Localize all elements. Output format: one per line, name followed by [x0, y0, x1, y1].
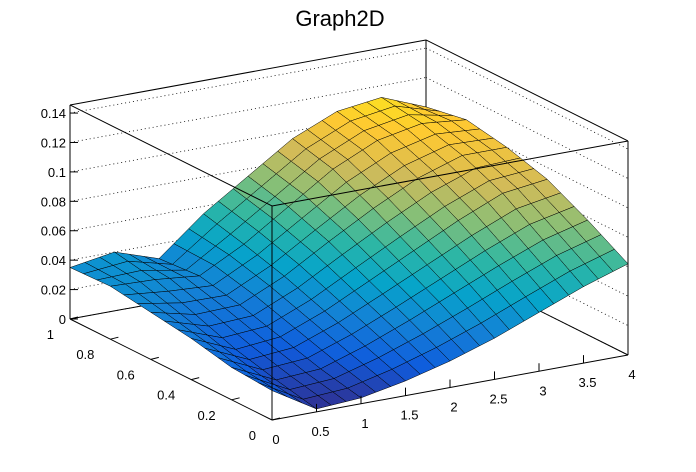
z-gridline — [69, 47, 427, 114]
x-tick-label: 1 — [361, 416, 368, 431]
y-tick — [191, 377, 200, 381]
box-edge — [425, 39, 629, 142]
y-tick — [150, 356, 159, 360]
y-tick-label: 0.6 — [117, 367, 135, 382]
x-tick-label: 3.5 — [578, 375, 596, 390]
z-tick-label: 0.12 — [41, 135, 66, 150]
z-tick-label: 0.08 — [41, 194, 66, 209]
z-gridline — [69, 135, 427, 202]
x-tick-label: 1.5 — [400, 408, 418, 423]
box-edge — [69, 39, 427, 106]
box-edge — [271, 140, 629, 207]
z-tick-label: 0 — [59, 312, 66, 327]
z-gridline — [425, 47, 629, 150]
y-tick-label: 0.2 — [198, 408, 216, 423]
x-tick-label: 2.5 — [489, 391, 507, 406]
y-tick-label: 0 — [249, 428, 256, 443]
x-tick-label: 2 — [450, 400, 457, 415]
x-tick-label: 4 — [628, 367, 635, 382]
surface-patch — [258, 382, 287, 397]
y-tick — [69, 316, 79, 320]
z-gridline — [425, 106, 629, 209]
z-gridline — [425, 77, 629, 179]
z-tick-label: 0.14 — [41, 106, 66, 121]
y-tick-label: 0.8 — [76, 347, 94, 362]
z-gridline — [69, 77, 427, 143]
y-tick — [231, 397, 240, 401]
y-axis — [69, 318, 273, 421]
y-tick-label: 1 — [47, 327, 54, 342]
z-tick-label: 0.04 — [41, 253, 66, 268]
chart-title: Graph2D — [295, 6, 384, 31]
x-tick-label: 0.5 — [311, 424, 329, 439]
x-tick-label: 0 — [272, 432, 279, 447]
y-tick — [110, 336, 119, 340]
box-edge — [69, 104, 273, 207]
x-tick-label: 3 — [539, 383, 546, 398]
z-tick-label: 0.02 — [41, 283, 66, 298]
y-tick — [271, 417, 281, 421]
z-tick-label: 0.06 — [41, 224, 66, 239]
z-tick-label: 0.1 — [48, 165, 66, 180]
z-gridline — [69, 106, 427, 173]
y-tick-label: 0.4 — [157, 388, 175, 403]
